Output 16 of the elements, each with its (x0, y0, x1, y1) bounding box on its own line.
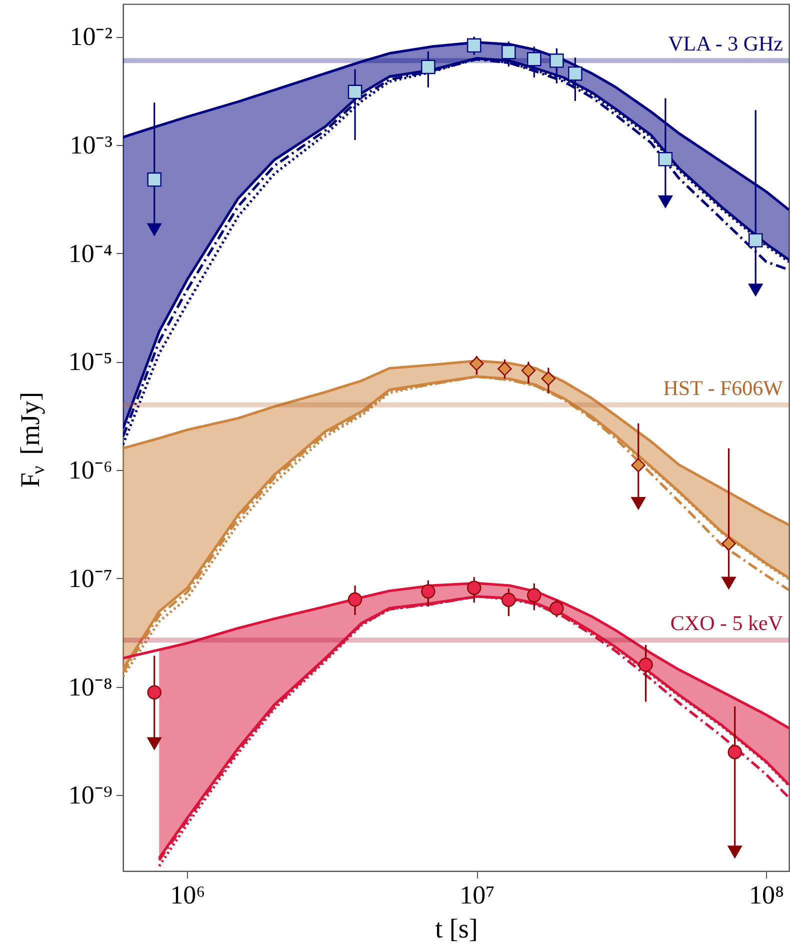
x-tick-label: 10⁶ (170, 880, 206, 910)
y-axis-title: Fν [mJy] (15, 392, 48, 488)
x-tick-label: 10⁸ (749, 880, 784, 910)
y-tick-label: 10⁻⁸ (68, 672, 112, 702)
x-tick-label: 10⁷ (460, 880, 495, 910)
y-tick-label: 10⁻⁵ (68, 347, 112, 376)
ref-line-label: CXO - 5 keV (670, 611, 783, 636)
y-tick-label: 10⁻⁷ (68, 564, 112, 593)
y-tick-label: 10⁻⁹ (68, 780, 112, 810)
y-tick-label: 10⁻³ (70, 130, 113, 160)
x-axis-title: t [s] (435, 914, 478, 944)
ref-line-label: HST - F606W (663, 376, 784, 400)
y-tick-label: 10⁻⁴ (68, 238, 112, 268)
ref-line-label: VLA - 3 GHz (668, 32, 783, 56)
y-tick-label: 10⁻² (70, 22, 113, 52)
y-tick-label: 10⁻⁶ (68, 456, 112, 485)
